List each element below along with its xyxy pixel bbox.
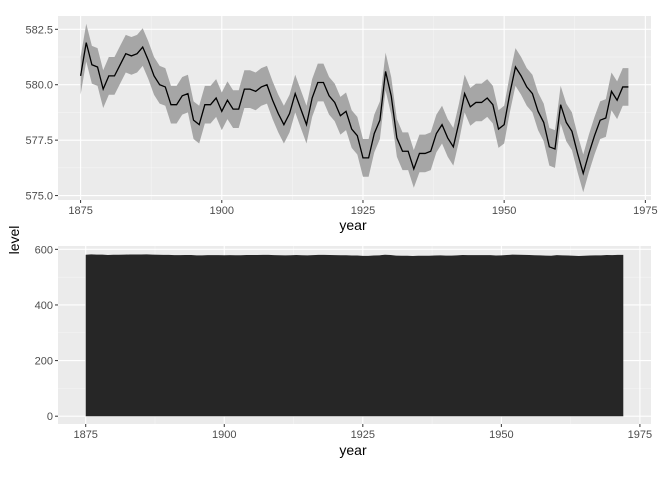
x-tick-label: 1925 [351, 205, 375, 217]
series-line [79, 42, 629, 176]
area-series [85, 254, 624, 417]
x-tick-label: 1925 [351, 429, 375, 441]
y-axis-title: level [6, 226, 22, 255]
x-tick-label: 1875 [73, 429, 97, 441]
confidence-ribbon [80, 23, 629, 193]
x-tick-label: 1950 [492, 205, 516, 217]
x-axis-title-bottom: year [339, 442, 367, 458]
x-tick-label: 1975 [628, 429, 652, 441]
bottom-panel: 1875 1900 1925 1950 1975 0 200 400 600 [35, 244, 653, 441]
y-tick-label: 400 [35, 300, 53, 312]
panel-background [58, 16, 651, 200]
x-tick-label: 1900 [210, 205, 234, 217]
x-tick-label: 1950 [489, 429, 513, 441]
x-tick-label: 1975 [633, 205, 657, 217]
y-tick-label: 582.5 [25, 24, 53, 36]
y-tick-label: 0 [47, 411, 53, 423]
x-tick-label: 1900 [212, 429, 236, 441]
y-tick-label: 600 [35, 244, 53, 256]
y-tick-label: 577.5 [25, 135, 53, 147]
x-tick-label: 1875 [68, 205, 92, 217]
y-tick-label: 200 [35, 356, 53, 368]
y-tick-label: 580.0 [25, 80, 53, 92]
x-axis-title-top: year [339, 217, 367, 233]
top-panel: 1875 1900 1925 1950 1975 575.0 577.5 580.0 582.5 [25, 16, 658, 217]
y-tick-label: 575.0 [25, 191, 53, 203]
